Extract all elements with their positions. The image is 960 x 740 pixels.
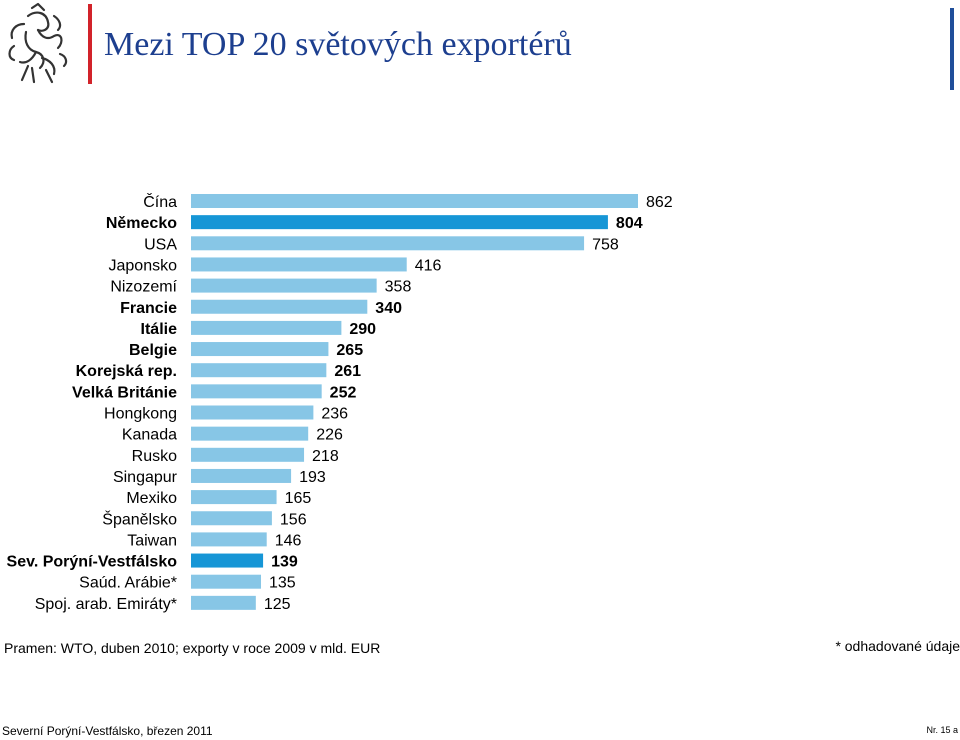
category-label: Itálie	[141, 321, 178, 338]
bar	[191, 426, 309, 441]
lion-logo-icon	[8, 2, 68, 84]
bar	[191, 553, 264, 568]
bar	[191, 447, 305, 462]
category-label: Japonsko	[109, 257, 178, 274]
estimate-footnote: * odhadované údaje	[835, 638, 960, 654]
title-accent-rule	[88, 4, 92, 84]
value-label: 290	[349, 321, 376, 338]
value-label: 165	[285, 490, 312, 507]
category-label: Německo	[106, 215, 177, 232]
category-label: Nizozemí	[110, 279, 177, 296]
bar	[191, 405, 314, 420]
value-label: 226	[316, 427, 343, 444]
bar	[191, 384, 322, 399]
bar	[191, 257, 407, 272]
value-label: 416	[415, 257, 442, 274]
category-label: Korejská rep.	[76, 363, 177, 380]
bar	[191, 595, 256, 610]
category-label: Saúd. Arábie*	[79, 575, 177, 592]
category-label: Belgie	[129, 342, 177, 359]
category-label: Rusko	[132, 448, 177, 465]
category-label: Mexiko	[126, 490, 177, 507]
value-label: 139	[271, 554, 298, 571]
category-label: USA	[144, 236, 177, 253]
category-label: Kanada	[122, 427, 177, 444]
bar	[191, 215, 608, 230]
category-label: Sev. Porýní-Vestfálsko	[7, 554, 178, 571]
bar	[191, 278, 377, 293]
value-label: 340	[375, 300, 402, 317]
category-label: Čína	[143, 192, 177, 211]
value-label: 862	[646, 194, 673, 211]
value-label: 193	[299, 469, 326, 486]
bar	[191, 511, 272, 526]
value-label: 261	[334, 363, 361, 380]
bar	[191, 532, 267, 547]
bar	[191, 194, 638, 208]
category-label: Francie	[120, 300, 177, 317]
category-label: Španělsko	[102, 509, 177, 528]
value-label: 135	[269, 575, 296, 592]
bar	[191, 342, 329, 357]
footer-text: Severní Porýní-Vestfálsko, březen 2011	[2, 724, 213, 738]
value-label: 358	[385, 279, 412, 296]
bar	[191, 363, 327, 378]
category-label: Singapur	[113, 469, 178, 486]
page-number: Nr. 15 a	[926, 725, 958, 735]
value-label: 265	[336, 342, 363, 359]
value-label: 758	[592, 236, 619, 253]
value-label: 125	[264, 596, 291, 613]
bar	[191, 236, 585, 251]
category-label: Taiwan	[127, 532, 177, 549]
bar	[191, 574, 262, 589]
bar	[191, 299, 368, 314]
value-label: 804	[616, 215, 643, 232]
category-label: Hongkong	[104, 406, 177, 423]
category-label: Velká Británie	[72, 384, 177, 401]
right-edge-rule	[950, 8, 954, 90]
export-bar-chart: Čína 862 Německo 804 USA 758 Japonsko 416 Nizoze…	[7, 192, 673, 613]
page-title: Mezi TOP 20 světových exportérů	[104, 26, 572, 63]
value-label: 236	[321, 406, 348, 423]
value-label: 218	[312, 448, 339, 465]
value-label: 146	[275, 532, 302, 549]
bar	[191, 490, 277, 505]
source-note: Pramen: WTO, duben 2010; exporty v roce …	[4, 640, 381, 656]
bar	[191, 320, 342, 335]
value-label: 156	[280, 511, 307, 528]
category-label: Spoj. arab. Emiráty*	[35, 596, 177, 613]
bar	[191, 468, 292, 483]
value-label: 252	[330, 384, 357, 401]
